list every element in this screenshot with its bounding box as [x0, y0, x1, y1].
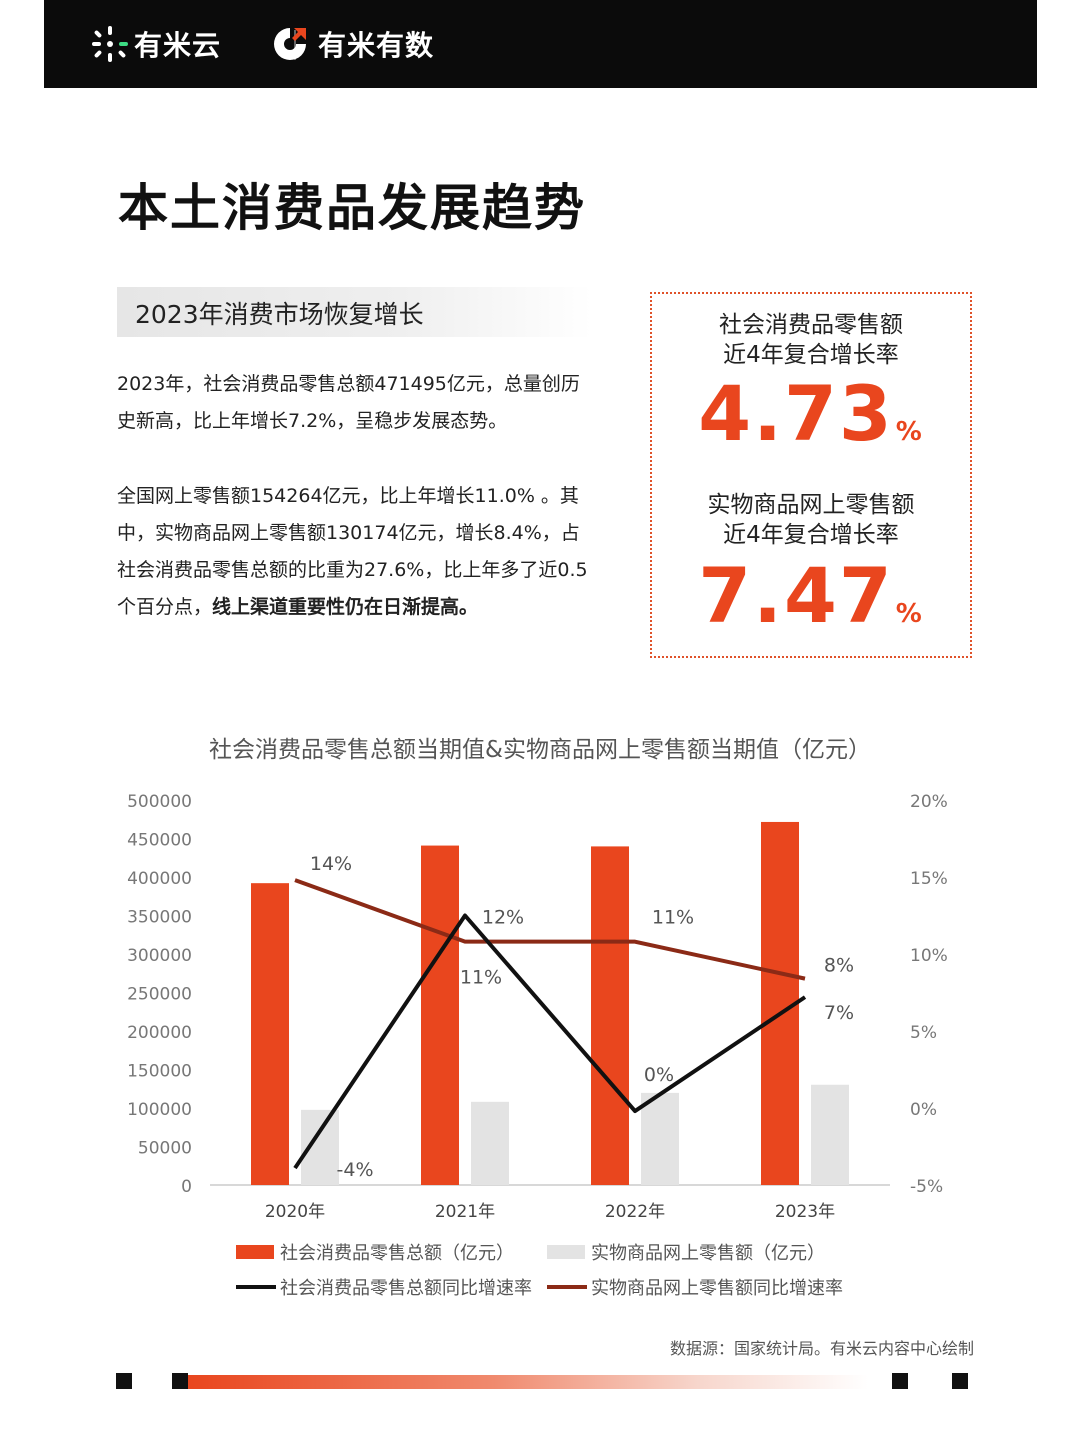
- paragraph-2-text: 全国网上零售额154264亿元，比上年增长11.0% 。其中，实物商品网上零售额…: [117, 485, 588, 618]
- footer-square-4: [952, 1373, 968, 1389]
- y-left-tick-label: 350000: [127, 908, 192, 928]
- y-right-tick-label: 20%: [910, 792, 948, 812]
- stat1-value: 4.73%: [652, 374, 970, 472]
- y-left-tick-label: 500000: [127, 792, 192, 812]
- stat2-unit: %: [895, 599, 924, 629]
- x-tick-label: 2022年: [605, 1202, 665, 1222]
- y-right-tick-label: 0%: [910, 1100, 937, 1120]
- bar-online-retail: [811, 1084, 849, 1185]
- stat-box: 社会消费品零售额 近4年复合增长率 4.73% 实物商品网上零售额 近4年复合增…: [650, 292, 972, 658]
- paragraph-1: 2023年，社会消费品零售总额471495亿元，总量创历史新高，比上年增长7.2…: [117, 373, 580, 432]
- section-label: 2023年消费市场恢复增长: [117, 287, 592, 337]
- logo-divider: [294, 30, 296, 60]
- y-left-tick-label: 300000: [127, 946, 192, 966]
- header-bar: 有米云 有米有数: [44, 0, 1037, 88]
- x-tick-label: 2021年: [435, 1202, 495, 1222]
- y-right-tick-label: -5%: [910, 1177, 943, 1197]
- chart-title: 社会消费品零售总额当期值&实物商品网上零售额当期值（亿元）: [209, 737, 871, 763]
- paragraph-2-bold: 线上渠道重要性仍在日渐提高。: [212, 596, 479, 618]
- line-retail-growth: [293, 913, 807, 1170]
- bar-online-retail: [641, 1092, 679, 1185]
- stat1-label: 社会消费品零售额 近4年复合增长率: [652, 310, 970, 370]
- footer-gradient-bar: [188, 1375, 868, 1389]
- stat1-number: 4.73: [698, 369, 894, 458]
- legend-label: 实物商品网上零售额（亿元）: [591, 1243, 825, 1264]
- data-label-online-growth: 8%: [824, 955, 854, 977]
- bar-retail-total: [251, 883, 289, 1185]
- legend-swatch: [547, 1245, 585, 1259]
- youmiyoushu-logo: 有米有数: [270, 24, 434, 64]
- bar-online-retail: [471, 1101, 509, 1185]
- logo-text-1: 有米云: [134, 29, 222, 62]
- stat1-unit: %: [895, 417, 924, 447]
- legend-label: 社会消费品零售总额（亿元）: [280, 1243, 514, 1264]
- data-label-retail-growth: 7%: [824, 1002, 854, 1024]
- stat1-label-line1: 社会消费品零售额: [719, 312, 903, 338]
- bar-retail-total: [591, 846, 629, 1185]
- data-label-online-growth: 14%: [310, 853, 352, 875]
- y-left-tick-label: 200000: [127, 1023, 192, 1043]
- stat2-label: 实物商品网上零售额 近4年复合增长率: [652, 490, 970, 550]
- stat1-label-line2: 近4年复合增长率: [723, 342, 899, 368]
- legend-swatch: [236, 1245, 274, 1259]
- spark-icon: [92, 26, 128, 62]
- y-left-tick-label: 50000: [138, 1139, 192, 1159]
- page-title: 本土消费品发展趋势: [118, 179, 586, 237]
- stat2-label-line2: 近4年复合增长率: [723, 522, 899, 548]
- data-label-online-growth: 11%: [460, 967, 502, 989]
- y-right-tick-label: 5%: [910, 1023, 937, 1043]
- x-tick-label: 2023年: [775, 1202, 835, 1222]
- footer-square-1: [116, 1373, 132, 1389]
- y-right-tick-label: 10%: [910, 946, 948, 966]
- data-label-retail-growth: 0%: [644, 1064, 674, 1086]
- y-left-tick-label: 150000: [127, 1062, 192, 1082]
- stat2-number: 7.47: [698, 551, 894, 640]
- y-left-tick-label: 0: [181, 1177, 192, 1197]
- section-label-text: 2023年消费市场恢复增长: [135, 300, 424, 329]
- legend-label: 社会消费品零售总额同比增速率: [280, 1278, 532, 1299]
- y-right-tick-label: 15%: [910, 869, 948, 889]
- line-online-growth: [294, 878, 806, 981]
- paragraph-2: 全国网上零售额154264亿元，比上年增长11.0% 。其中，实物商品网上零售额…: [117, 478, 597, 626]
- chart-arrow-icon: [274, 28, 306, 60]
- data-label-retail-growth: -4%: [337, 1159, 374, 1181]
- y-left-tick-label: 100000: [127, 1100, 192, 1120]
- stat2-label-line1: 实物商品网上零售额: [707, 492, 915, 518]
- data-source: 数据源：国家统计局。有米云内容中心绘制: [669, 1339, 974, 1358]
- youmiyun-logo: 有米云: [88, 24, 221, 64]
- stat2-value: 7.47%: [652, 556, 970, 654]
- data-label-retail-growth: 12%: [482, 907, 524, 929]
- legend-label: 实物商品网上零售额同比增速率: [591, 1278, 843, 1299]
- logo-text-2: 有米有数: [318, 29, 435, 62]
- data-label-online-growth: 11%: [652, 907, 694, 929]
- y-left-tick-label: 250000: [127, 985, 192, 1005]
- y-left-tick-label: 400000: [127, 869, 192, 889]
- y-left-tick-label: 450000: [127, 831, 192, 851]
- footer-square-2: [172, 1373, 188, 1389]
- footer-square-3: [892, 1373, 908, 1389]
- x-tick-label: 2020年: [265, 1202, 325, 1222]
- bar-retail-total: [421, 845, 459, 1185]
- combo-chart: 5000004500004000003500003000002500002000…: [127, 792, 948, 1299]
